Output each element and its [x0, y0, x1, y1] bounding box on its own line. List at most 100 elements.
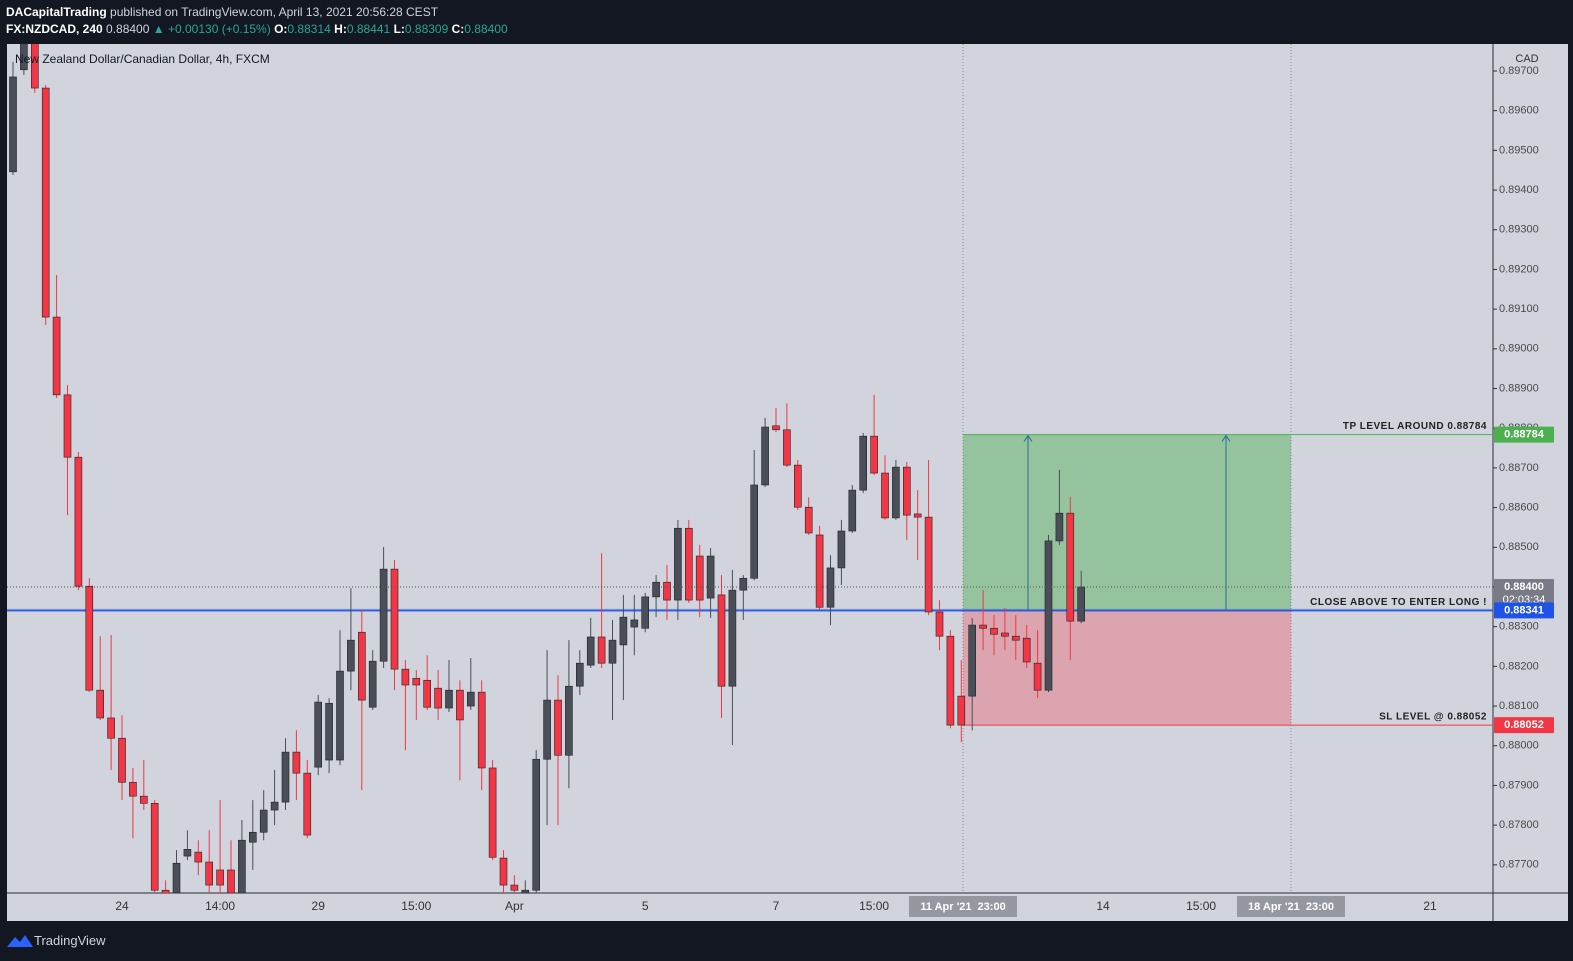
candle-body	[249, 831, 257, 843]
candle-body	[9, 76, 17, 173]
arrow-head	[1221, 434, 1231, 442]
candle-body	[575, 662, 584, 687]
candle-body	[456, 689, 464, 721]
price-label: 0.88400	[1504, 581, 1544, 593]
candle-body	[336, 670, 344, 761]
candle-body	[499, 857, 508, 886]
stop-zone	[963, 610, 1291, 726]
y-tick-label: 0.88300	[1499, 621, 1539, 633]
y-tick-label: 0.89200	[1499, 263, 1539, 275]
candle-body	[630, 619, 639, 628]
range-label-box	[1237, 896, 1345, 917]
candle-body	[194, 851, 203, 863]
candle-body	[107, 717, 115, 739]
y-tick-label: 0.89400	[1499, 184, 1539, 196]
candle-body	[706, 555, 715, 599]
candle-body	[586, 636, 595, 666]
candle-body	[423, 679, 432, 708]
y-tick-label: 0.89000	[1499, 343, 1539, 355]
candle-body	[379, 568, 388, 662]
candle-body	[859, 435, 868, 491]
y-tick-label: 0.89600	[1499, 105, 1539, 117]
candle-body	[150, 802, 159, 891]
ohlc-label: O:	[274, 22, 288, 36]
last: 0.88400	[106, 22, 150, 36]
candle-body	[1011, 635, 1020, 641]
x-tick-label: 15:00	[1186, 899, 1216, 913]
candle-body	[412, 677, 421, 686]
x-tick-label: 7	[773, 899, 780, 913]
candle-body	[183, 849, 192, 857]
candle-body	[935, 611, 944, 637]
candle-body	[1077, 586, 1085, 622]
range-label-box	[909, 896, 1017, 917]
candle-body	[1033, 662, 1042, 691]
candle-body	[20, 44, 28, 71]
ohlc-value: 0.88314	[287, 22, 331, 36]
ohlc-label: L:	[393, 22, 405, 36]
x-tick-label: 29	[312, 899, 326, 913]
ohlc-value: 0.88309	[404, 22, 449, 36]
candle-body	[205, 861, 213, 886]
candle-body	[445, 689, 453, 709]
chart: CAD New Zealand Dollar/Canadian Dollar, …	[7, 44, 1568, 921]
publish-line: DACapitalTrading published on TradingVie…	[6, 5, 438, 19]
candle-body	[161, 889, 170, 893]
candle-body	[466, 691, 475, 707]
y-tick-label: 0.88700	[1499, 462, 1539, 474]
candle-body	[608, 639, 617, 664]
y-tick-label: 0.89300	[1499, 224, 1539, 236]
candle-body	[63, 394, 72, 458]
candle-body	[357, 631, 366, 701]
plot	[7, 44, 1493, 893]
candle-body	[684, 527, 693, 601]
candle-body	[913, 513, 922, 518]
candle-body	[434, 687, 442, 709]
published: published on TradingView.com, April 13, …	[110, 5, 439, 19]
candle-body	[52, 316, 61, 396]
annotation: SL LEVEL @ 0.88052	[1379, 712, 1487, 723]
candle-body	[510, 884, 519, 891]
brand: TradingView	[34, 933, 106, 948]
footer: TradingView	[0, 921, 1573, 961]
candle-body	[41, 87, 50, 318]
candle-body	[761, 426, 769, 486]
candle-body	[597, 636, 606, 664]
candle-body	[772, 425, 780, 431]
ohlc-value: 0.88400	[464, 22, 508, 36]
candle-body	[826, 567, 835, 608]
candle-body	[804, 506, 813, 534]
chart-title: New Zealand Dollar/Canadian Dollar, 4h, …	[15, 52, 270, 66]
x-tick-label: 15:00	[401, 899, 431, 913]
range-label: 18 Apr '21 23:00	[1248, 901, 1334, 913]
candle-body	[783, 429, 791, 466]
candle-body	[674, 527, 682, 601]
candle-body	[281, 751, 290, 803]
x-tick-label: Apr	[505, 899, 524, 913]
symbol-line: FX:NZDCAD, 240 0.88400 ▲ +0.00130 (+0.15…	[6, 22, 508, 36]
candle-body	[314, 701, 323, 768]
candle-body	[968, 624, 977, 697]
candle-body	[259, 809, 268, 833]
candle-body	[270, 801, 279, 811]
candle-body	[663, 581, 671, 601]
candle-body	[543, 699, 551, 760]
candle-body	[652, 581, 660, 598]
candle-body	[477, 691, 486, 769]
candle-body	[325, 702, 333, 761]
candle-body	[1066, 512, 1075, 622]
candle-body	[85, 585, 94, 691]
ohlc-value: 0.88441	[346, 22, 391, 36]
candle-body	[837, 530, 846, 569]
y-tick-label: 0.89700	[1499, 65, 1539, 77]
y-tick-label: 0.89100	[1499, 303, 1539, 315]
candle-body	[532, 758, 541, 891]
x-tick-label: 14	[1096, 899, 1110, 913]
candle-body	[390, 568, 399, 670]
range-label: 11 Apr '21 23:00	[920, 901, 1005, 913]
candle-body	[216, 869, 224, 886]
price-label: 0.88784	[1504, 428, 1545, 440]
price-label-box	[1494, 426, 1554, 443]
candle-body	[347, 639, 355, 672]
candle-body	[30, 44, 39, 89]
